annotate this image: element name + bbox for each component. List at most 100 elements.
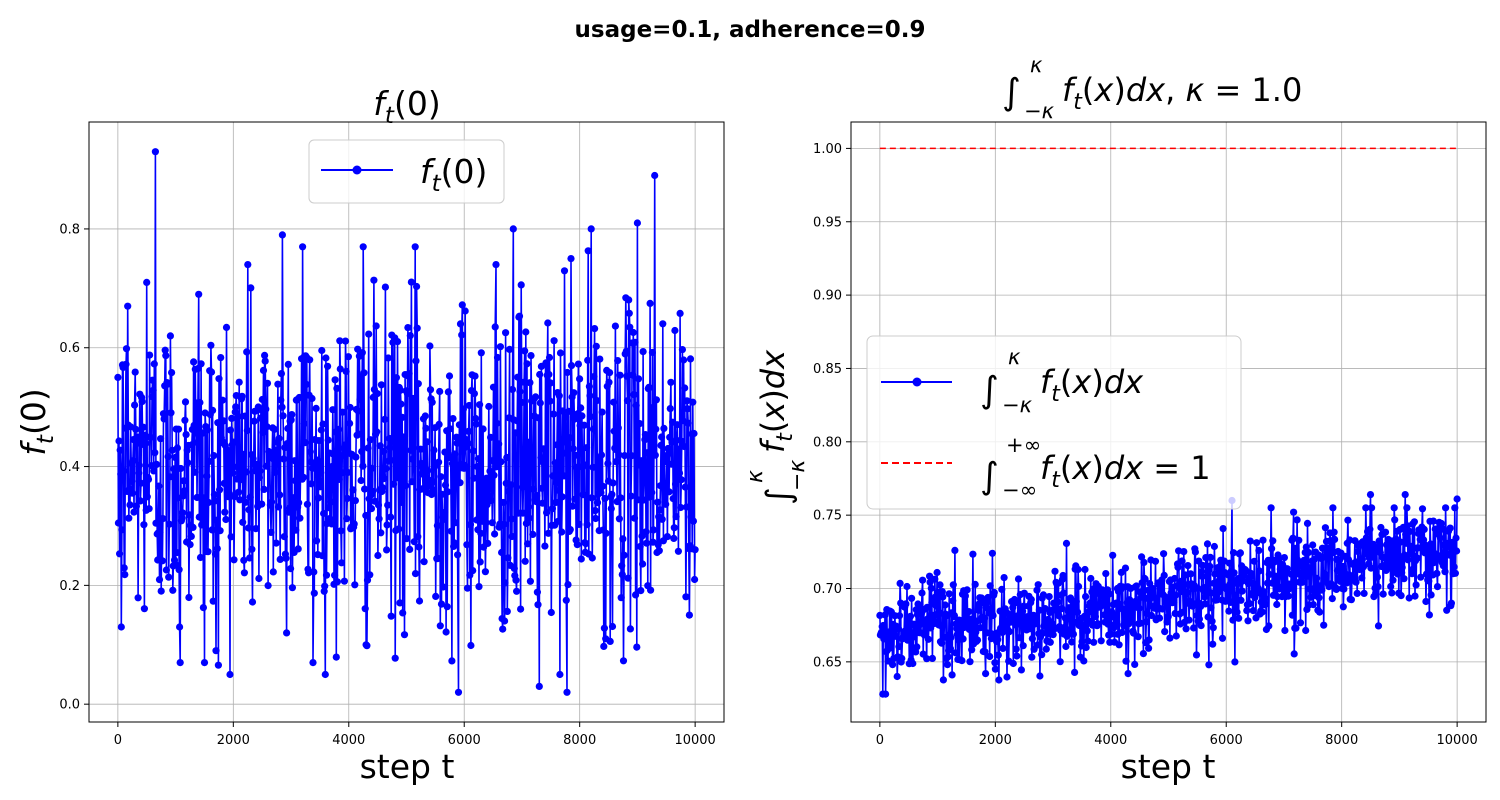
data-point xyxy=(966,658,974,666)
data-point xyxy=(1155,614,1164,622)
data-point xyxy=(495,440,503,448)
data-point xyxy=(336,365,344,373)
data-point xyxy=(948,671,956,679)
data-point xyxy=(1195,615,1203,623)
data-point xyxy=(410,538,418,546)
data-point xyxy=(360,369,368,377)
data-point xyxy=(545,353,554,362)
data-point xyxy=(436,622,444,630)
data-point xyxy=(1226,580,1234,588)
data-point xyxy=(1146,580,1154,588)
data-point xyxy=(571,451,580,459)
data-point xyxy=(246,493,254,501)
data-point xyxy=(132,425,140,433)
data-point xyxy=(676,309,684,317)
data-point xyxy=(544,529,553,537)
data-point xyxy=(1414,544,1422,552)
data-point xyxy=(408,478,416,486)
data-point xyxy=(225,447,233,456)
data-point xyxy=(619,657,628,665)
data-point xyxy=(195,290,203,298)
data-point xyxy=(1368,504,1376,512)
data-point xyxy=(235,378,243,386)
data-point xyxy=(1313,574,1321,582)
data-point xyxy=(359,462,367,470)
data-point xyxy=(316,483,324,491)
data-point xyxy=(277,396,285,404)
data-point xyxy=(166,473,174,481)
data-point xyxy=(493,353,502,362)
data-point xyxy=(550,410,558,418)
data-point xyxy=(975,606,983,614)
data-point xyxy=(620,551,628,559)
data-point xyxy=(325,504,333,512)
data-point xyxy=(1190,624,1198,632)
data-point xyxy=(623,397,632,405)
data-point xyxy=(282,554,290,562)
data-point xyxy=(628,452,636,460)
data-point xyxy=(469,447,477,455)
data-point xyxy=(518,398,526,407)
data-point xyxy=(132,502,140,510)
data-point xyxy=(406,332,414,340)
data-point xyxy=(1254,585,1262,593)
data-point xyxy=(590,373,598,381)
data-point xyxy=(166,332,174,340)
data-point xyxy=(415,543,423,551)
data-point xyxy=(1425,577,1433,585)
data-point xyxy=(913,643,921,651)
data-point xyxy=(465,401,473,410)
data-point xyxy=(534,414,543,422)
data-point xyxy=(490,471,498,479)
data-point xyxy=(484,539,492,548)
data-point xyxy=(339,451,347,459)
data-point xyxy=(153,460,161,468)
data-point xyxy=(376,442,384,450)
data-point xyxy=(318,346,326,355)
svg-text:κ: κ xyxy=(1030,53,1043,77)
data-point xyxy=(1179,608,1187,616)
data-point xyxy=(1225,559,1234,567)
data-point xyxy=(610,398,618,406)
left-legend-marker-swatch xyxy=(352,165,362,175)
data-point xyxy=(513,587,521,595)
data-point xyxy=(491,323,499,331)
data-point xyxy=(1205,661,1213,669)
data-point xyxy=(529,530,537,539)
data-point xyxy=(217,354,225,362)
data-point xyxy=(1228,598,1236,606)
data-point xyxy=(410,444,418,452)
data-point xyxy=(208,526,216,534)
data-point xyxy=(684,405,692,413)
svg-text:κ: κ xyxy=(1008,345,1021,369)
data-point xyxy=(1447,599,1455,607)
data-point xyxy=(618,562,626,570)
data-point xyxy=(1318,586,1326,594)
data-point xyxy=(1259,536,1267,544)
data-point xyxy=(295,499,303,507)
data-point xyxy=(1261,594,1269,602)
data-point xyxy=(319,420,327,428)
data-point xyxy=(194,439,202,447)
data-point xyxy=(367,505,376,513)
data-point xyxy=(1116,600,1124,608)
data-point xyxy=(639,560,647,568)
data-point xyxy=(467,641,475,650)
data-point xyxy=(414,380,422,388)
data-point xyxy=(1136,619,1145,627)
data-point xyxy=(114,373,122,381)
data-point xyxy=(1353,589,1361,598)
data-point xyxy=(1246,600,1254,608)
data-point xyxy=(403,535,411,543)
data-point xyxy=(441,448,449,456)
data-point xyxy=(1034,581,1042,589)
data-point xyxy=(122,345,131,353)
data-point xyxy=(1325,544,1333,552)
data-point xyxy=(539,499,547,507)
data-point xyxy=(394,452,402,460)
data-point xyxy=(1059,571,1067,580)
data-point xyxy=(140,605,148,613)
data-point xyxy=(573,463,581,471)
data-point xyxy=(591,325,599,333)
data-point xyxy=(393,338,402,346)
